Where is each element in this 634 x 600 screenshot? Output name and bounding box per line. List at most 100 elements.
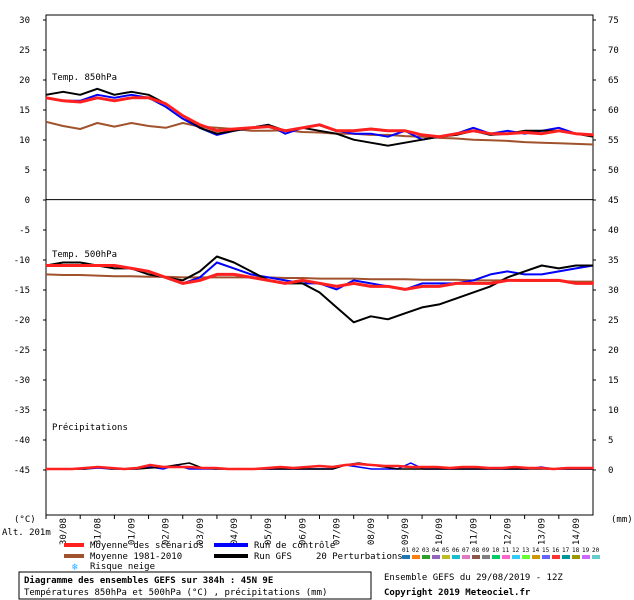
- perturbation-legend: 01 02 03 04 05 06 07 08 09 10 11 12 13 14 15 16 17 18 19 20: [402, 547, 600, 559]
- series-t850-mean: [45, 96, 594, 139]
- date-tick-label: 07/09: [333, 518, 343, 545]
- perturb-id-03: 03: [422, 547, 430, 554]
- perturb-id-05: 05: [442, 547, 450, 554]
- perturb-id-15: 15: [542, 547, 550, 554]
- chart-title: Diagramme des ensembles GEFS sur 384h : …: [24, 575, 273, 586]
- series-t850-climo: [45, 120, 594, 146]
- perturb-id-13: 13: [522, 547, 530, 554]
- legend-climo-label: Moyenne 1981-2010: [90, 552, 182, 562]
- right-tick-label: 50: [608, 166, 619, 176]
- perturb-swatch-02: [412, 555, 420, 559]
- right-tick-label: 55: [608, 136, 619, 146]
- perturb-id-04: 04: [432, 547, 440, 554]
- perturb-swatch-04: [432, 555, 440, 559]
- perturb-swatch-13: [522, 555, 530, 559]
- label-t850: Temp. 850hPa: [52, 73, 117, 83]
- left-tick-label: 10: [19, 136, 30, 146]
- left-tick-label: -20: [14, 316, 30, 326]
- left-unit: (°C): [14, 515, 36, 525]
- legend-control-label: Run de contrôle: [254, 540, 335, 551]
- perturb-swatch-05: [442, 555, 450, 559]
- perturb-id-10: 10: [492, 547, 500, 554]
- right-tick-label: 40: [608, 226, 619, 236]
- date-tick-label: 14/09: [572, 518, 582, 545]
- plot-frame: [45, 14, 594, 516]
- legend-mean-label: Moyenne des scénarios: [90, 540, 204, 551]
- perturb-swatch-06: [452, 555, 460, 559]
- left-tick-label: -10: [14, 256, 30, 266]
- legend: Moyenne des scénarios Moyenne 1981-2010 …: [64, 540, 600, 573]
- perturb-id-02: 02: [412, 547, 420, 554]
- run-label: Ensemble GEFS du 29/08/2019 - 12Z: [384, 573, 563, 583]
- right-tick-label: 65: [608, 76, 619, 86]
- perturb-swatch-19: [582, 555, 590, 559]
- perturb-swatch-08: [472, 555, 480, 559]
- perturb-swatch-09: [482, 555, 490, 559]
- date-tick-label: 08/09: [367, 518, 377, 545]
- left-tick-label: -25: [14, 346, 30, 356]
- right-tick-label: 25: [608, 316, 619, 326]
- date-tick-label: 06/09: [298, 518, 308, 545]
- perturb-id-01: 01: [402, 547, 410, 554]
- date-tick-label: 03/09: [196, 518, 206, 545]
- date-tick-label: 13/09: [538, 518, 548, 545]
- perturb-swatch-15: [542, 555, 550, 559]
- perturb-id-14: 14: [532, 547, 540, 554]
- right-tick-label: 60: [608, 106, 619, 116]
- right-tick-label: 45: [608, 196, 619, 206]
- title-box: [18, 571, 372, 600]
- date-tick-label: 30/08: [59, 518, 69, 545]
- right-tick-label: 0: [608, 466, 613, 476]
- left-tick-label: 0: [25, 196, 30, 206]
- perturb-swatch-07: [462, 555, 470, 559]
- right-tick-label: 30: [608, 286, 619, 296]
- left-tick-label: 25: [19, 46, 30, 56]
- right-tick-label: 75: [608, 16, 619, 26]
- left-tick-label: -40: [14, 436, 30, 446]
- legend-perturb-label: 20 Perturbations: [316, 552, 403, 562]
- legend-snow-label: Risque neige: [90, 562, 155, 572]
- perturb-swatch-20: [592, 555, 600, 559]
- left-tick-label: -5: [19, 226, 30, 236]
- series-precip-mean: [46, 462, 593, 471]
- date-tick-label: 05/09: [264, 518, 274, 545]
- left-tick-label: 30: [19, 16, 30, 26]
- series-layer: [45, 87, 594, 471]
- perturb-id-12: 12: [512, 547, 520, 554]
- perturb-swatch-17: [562, 555, 570, 559]
- axis-ticks: 302520151050-5-10-15-20-25-30-35-40-4575…: [14, 14, 619, 545]
- altitude-label: Alt. 201m: [2, 528, 51, 538]
- chart-subtitle: Températures 850hPa et 500hPa (°C) , pré…: [24, 587, 327, 598]
- date-tick-label: 04/09: [230, 518, 240, 545]
- perturb-id-18: 18: [572, 547, 580, 554]
- right-tick-label: 35: [608, 256, 619, 266]
- perturb-swatch-14: [532, 555, 540, 559]
- left-tick-label: -45: [14, 466, 30, 476]
- right-tick-label: 70: [608, 46, 619, 56]
- date-tick-label: 10/09: [435, 518, 445, 545]
- right-tick-label: 10: [608, 406, 619, 416]
- perturb-swatch-11: [502, 555, 510, 559]
- perturb-id-07: 07: [462, 547, 470, 554]
- perturb-id-09: 09: [482, 547, 490, 554]
- copyright: Copyright 2019 Meteociel.fr: [384, 587, 531, 598]
- perturb-swatch-10: [492, 555, 500, 559]
- left-tick-label: -15: [14, 286, 30, 296]
- perturb-id-08: 08: [472, 547, 480, 554]
- date-tick-label: 11/09: [469, 518, 479, 545]
- left-tick-label: 5: [25, 166, 30, 176]
- perturb-swatch-16: [552, 555, 560, 559]
- series-t500-mean: [46, 264, 593, 291]
- date-tick-label: 12/09: [504, 518, 514, 545]
- perturb-swatch-01: [402, 555, 410, 559]
- legend-gfs-label: Run GFS: [254, 552, 292, 562]
- perturb-id-17: 17: [562, 547, 570, 554]
- perturb-id-19: 19: [582, 547, 590, 554]
- snowflake-icon: ❄: [72, 562, 79, 573]
- date-tick-label: 31/08: [93, 518, 103, 545]
- right-tick-label: 20: [608, 346, 619, 356]
- label-precip: Précipitations: [52, 422, 128, 433]
- left-tick-label: 20: [19, 76, 30, 86]
- date-tick-label: 01/09: [127, 518, 137, 545]
